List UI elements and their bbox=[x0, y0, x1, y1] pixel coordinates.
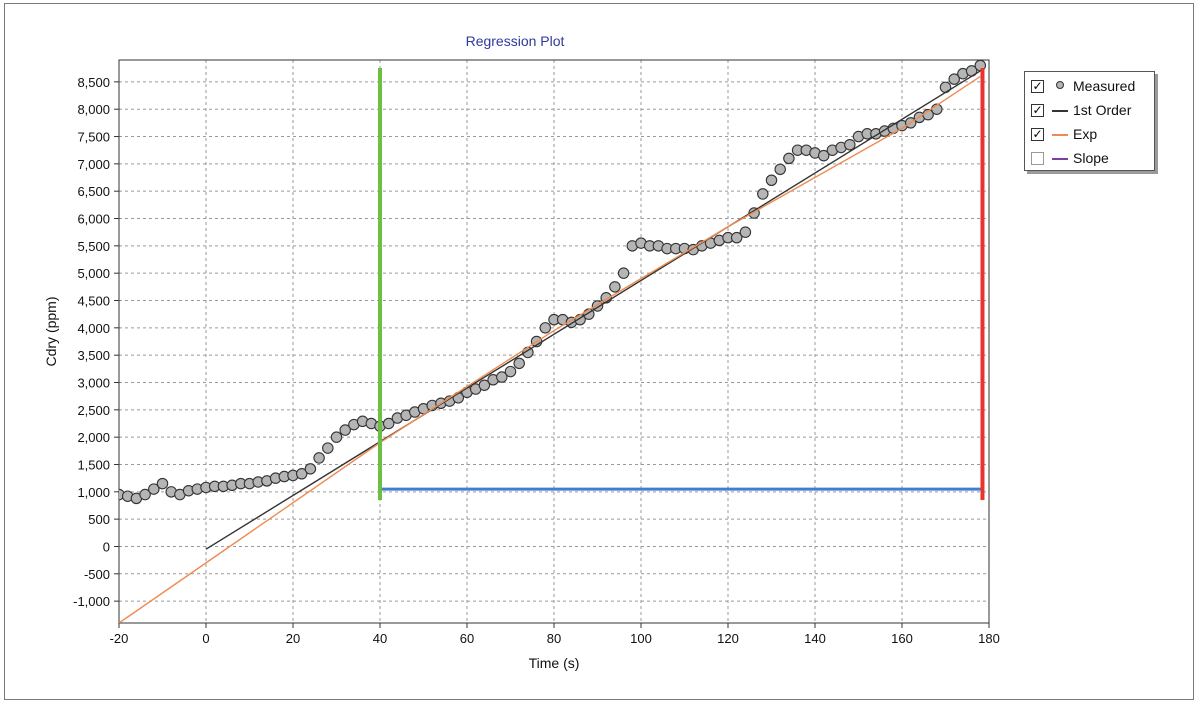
data-point bbox=[148, 483, 160, 495]
legend: ✓ Measured ✓ 1st Order ✓ Exp Slope bbox=[1024, 71, 1155, 171]
data-point bbox=[817, 149, 830, 162]
data-point bbox=[774, 163, 786, 176]
series-measured bbox=[119, 60, 987, 505]
legend-label: Measured bbox=[1073, 78, 1136, 94]
x-tick-label: 20 bbox=[286, 631, 300, 646]
data-point bbox=[617, 267, 630, 279]
line-swatch-icon bbox=[1048, 128, 1070, 140]
y-tick-label: 5,000 bbox=[77, 266, 110, 281]
y-tick-label: -500 bbox=[84, 567, 110, 582]
y-tick-label: 7,000 bbox=[77, 157, 110, 172]
data-point bbox=[313, 452, 325, 464]
x-axis-label: Time (s) bbox=[529, 655, 580, 671]
data-point bbox=[844, 138, 856, 151]
y-tick-label: 8,500 bbox=[77, 75, 110, 90]
y-tick-label: 5,500 bbox=[77, 239, 110, 254]
chart-title: Regression Plot bbox=[465, 33, 565, 49]
y-tick-label: 500 bbox=[88, 512, 110, 527]
y-tick-label: 1,000 bbox=[77, 485, 110, 500]
checkbox-measured[interactable]: ✓ bbox=[1031, 78, 1044, 93]
x-tick-label: 0 bbox=[202, 631, 209, 646]
data-point bbox=[948, 73, 960, 85]
checkbox-exp[interactable]: ✓ bbox=[1031, 126, 1044, 141]
legend-label: Slope bbox=[1073, 150, 1109, 166]
marker-circle-icon bbox=[1048, 80, 1070, 92]
y-tick-label: 3,000 bbox=[77, 375, 110, 390]
series-layer bbox=[119, 60, 987, 623]
y-tick-label: 0 bbox=[103, 539, 110, 554]
y-tick-label: 6,000 bbox=[77, 212, 110, 227]
data-point bbox=[304, 463, 317, 475]
data-point bbox=[295, 468, 308, 480]
x-tick-label: 40 bbox=[373, 631, 387, 646]
legend-label: Exp bbox=[1073, 126, 1098, 142]
data-point bbox=[609, 281, 621, 293]
checkbox-slope[interactable] bbox=[1031, 151, 1044, 165]
x-tick-label: 100 bbox=[630, 631, 652, 646]
data-point bbox=[783, 152, 795, 165]
y-tick-label: 2,000 bbox=[77, 430, 110, 445]
legend-label: 1st Order bbox=[1073, 102, 1132, 118]
y-tick-label: 6,500 bbox=[77, 184, 110, 199]
data-point bbox=[765, 174, 778, 187]
line-swatch-icon bbox=[1048, 104, 1070, 116]
checkbox-1st-order[interactable]: ✓ bbox=[1031, 102, 1044, 117]
x-tick-label: 80 bbox=[547, 631, 561, 646]
data-point bbox=[156, 477, 169, 490]
y-tick-label: 4,000 bbox=[77, 321, 110, 336]
legend-item-slope[interactable]: Slope bbox=[1031, 149, 1109, 167]
data-point bbox=[513, 357, 525, 370]
y-tick-label: 2,500 bbox=[77, 403, 110, 418]
y-tick-label: 4,500 bbox=[77, 294, 110, 309]
y-tick-label: 8,000 bbox=[77, 102, 110, 117]
data-point bbox=[496, 371, 508, 383]
x-tick-label: -20 bbox=[110, 631, 129, 646]
data-point bbox=[322, 442, 334, 454]
data-point bbox=[730, 231, 743, 244]
legend-item-exp[interactable]: ✓ Exp bbox=[1031, 125, 1097, 143]
line-swatch-icon bbox=[1048, 152, 1070, 164]
series-line-1st-order bbox=[205, 70, 981, 550]
data-point bbox=[382, 417, 395, 430]
legend-item-measured[interactable]: ✓ Measured bbox=[1031, 77, 1135, 95]
y-tick-label: 3,500 bbox=[77, 348, 110, 363]
x-tick-label: 60 bbox=[460, 631, 474, 646]
data-point bbox=[478, 379, 491, 391]
y-axis-label: Cdry (ppm) bbox=[43, 296, 59, 366]
y-tick-label: 7,500 bbox=[77, 130, 110, 145]
data-point bbox=[330, 431, 343, 443]
x-tick-label: 140 bbox=[804, 631, 826, 646]
x-tick-label: 120 bbox=[717, 631, 739, 646]
series-line-exp bbox=[119, 75, 981, 623]
y-tick-label: -1,000 bbox=[73, 594, 110, 609]
grid bbox=[119, 60, 989, 623]
data-point bbox=[339, 424, 351, 436]
legend-item-1st-order[interactable]: ✓ 1st Order bbox=[1031, 101, 1131, 119]
data-point bbox=[139, 488, 151, 501]
data-point bbox=[739, 226, 752, 238]
x-tick-label: 180 bbox=[978, 631, 1000, 646]
data-point bbox=[539, 322, 552, 334]
data-point bbox=[757, 188, 769, 200]
x-tick-label: 160 bbox=[891, 631, 913, 646]
data-point bbox=[504, 365, 517, 378]
y-tick-label: 1,500 bbox=[77, 457, 110, 472]
